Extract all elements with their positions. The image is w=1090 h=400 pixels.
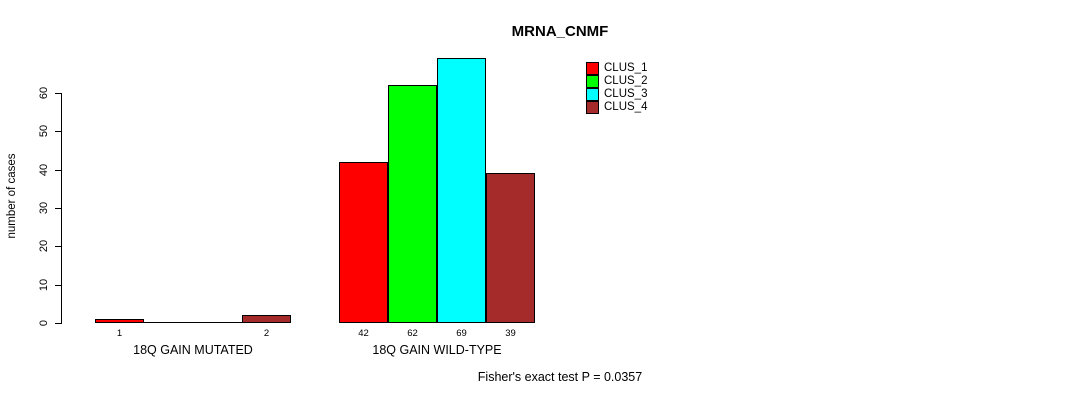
- y-axis-line: [61, 93, 62, 324]
- y-tick-label: 20: [38, 239, 50, 253]
- legend-swatch-clus_2: [586, 75, 599, 88]
- y-tick-label: 50: [38, 124, 50, 138]
- zero-bar-clus_2-group1: [144, 322, 193, 323]
- legend-label: CLUS_2: [604, 75, 648, 87]
- bar-count-label: 2: [263, 328, 270, 339]
- legend-swatch-clus_3: [586, 88, 599, 101]
- y-tick-label: 10: [38, 278, 50, 292]
- bar-clus_4-group1: [242, 315, 291, 323]
- bar-clus_4-group2: [486, 173, 535, 323]
- legend-label: CLUS_4: [604, 101, 648, 113]
- y-tick-mark: [55, 208, 61, 209]
- bar-clus_1-group1: [95, 319, 144, 323]
- legend: CLUS_1 CLUS_2 CLUS_3 CLUS_4: [586, 62, 647, 114]
- y-tick-label: 30: [38, 201, 50, 215]
- y-tick-mark: [55, 285, 61, 286]
- legend-label: CLUS_3: [604, 88, 648, 100]
- bar-count-label: 69: [456, 328, 467, 339]
- chart-title: MRNA_CNMF: [511, 23, 609, 40]
- group-label-1: 18Q GAIN MUTATED: [133, 343, 253, 357]
- zero-bar-clus_3-group1: [193, 322, 242, 323]
- bar-clus_1-group2: [339, 162, 388, 323]
- annotation-text: Fisher's exact test P = 0.0357: [477, 370, 643, 384]
- legend-item-clus_3: CLUS_3: [586, 88, 647, 101]
- legend-swatch-clus_1: [586, 62, 599, 75]
- y-tick-label: 40: [38, 163, 50, 177]
- legend-item-clus_2: CLUS_2: [586, 75, 647, 88]
- legend-item-clus_4: CLUS_4: [586, 101, 647, 114]
- bar-count-label: 62: [407, 328, 418, 339]
- bar-count-label: 1: [116, 328, 123, 339]
- legend-swatch-clus_4: [586, 101, 599, 114]
- bar-count-label: 39: [505, 328, 516, 339]
- legend-item-clus_1: CLUS_1: [586, 62, 647, 75]
- bar-count-label: 42: [358, 328, 369, 339]
- y-tick-mark: [55, 93, 61, 94]
- y-tick-mark: [55, 131, 61, 132]
- group-label-2: 18Q GAIN WILD-TYPE: [372, 343, 502, 357]
- y-axis-label: number of cases: [6, 153, 18, 239]
- y-tick-mark: [55, 170, 61, 171]
- y-tick-mark: [55, 323, 61, 324]
- bar-clus_2-group2: [388, 85, 437, 323]
- legend-label: CLUS_1: [604, 62, 648, 74]
- bar-clus_3-group2: [437, 58, 486, 323]
- y-tick-label: 0: [38, 319, 50, 327]
- y-tick-mark: [55, 246, 61, 247]
- y-tick-label: 60: [38, 86, 50, 100]
